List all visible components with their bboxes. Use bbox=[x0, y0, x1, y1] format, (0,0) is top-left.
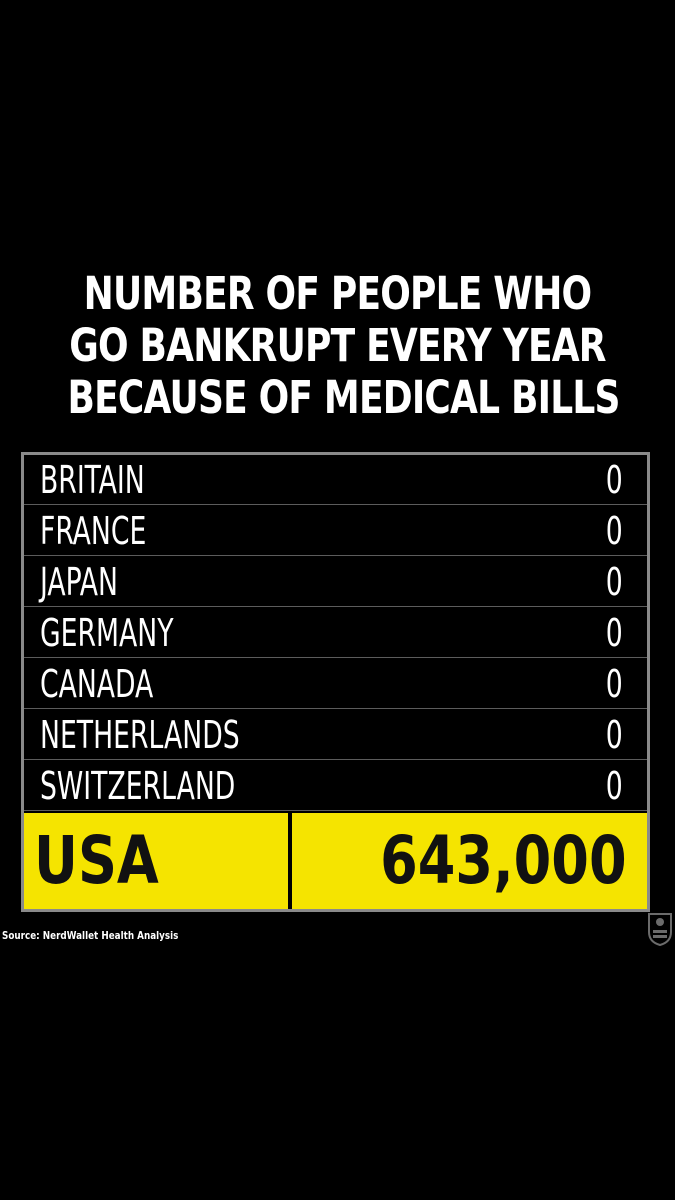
table-row: GERMANY 0 bbox=[24, 608, 647, 658]
source-note: Source: NerdWallet Health Analysis bbox=[2, 929, 179, 942]
value-label: 0 bbox=[606, 662, 623, 706]
table-row: JAPAN 0 bbox=[24, 557, 647, 607]
highlight-country-label: USA bbox=[34, 822, 159, 899]
bankruptcy-table: BRITAIN 0 FRANCE 0 JAPAN 0 GERMANY 0 CAN… bbox=[21, 452, 650, 912]
chart-title: NUMBER OF PEOPLE WHO GO BANKRUPT EVERY Y… bbox=[67, 267, 621, 425]
value-label: 0 bbox=[606, 458, 623, 502]
value-label: 0 bbox=[606, 509, 623, 553]
country-label: JAPAN bbox=[40, 560, 118, 604]
highlight-divider bbox=[288, 813, 292, 909]
title-line-3: BECAUSE OF MEDICAL BILLS bbox=[67, 371, 621, 425]
table-row: BRITAIN 0 bbox=[24, 455, 647, 505]
highlight-row: USA 643,000 bbox=[24, 813, 647, 909]
country-label: CANADA bbox=[40, 662, 154, 706]
country-label: BRITAIN bbox=[40, 458, 145, 502]
table-row: NETHERLANDS 0 bbox=[24, 710, 647, 760]
highlight-value-label: 643,000 bbox=[380, 822, 627, 899]
value-label: 0 bbox=[606, 560, 623, 604]
table-row: SWITZERLAND 0 bbox=[24, 761, 647, 811]
table-row: CANADA 0 bbox=[24, 659, 647, 709]
title-line-2: GO BANKRUPT EVERY YEAR bbox=[69, 319, 606, 373]
title-line-1: NUMBER OF PEOPLE WHO bbox=[83, 267, 592, 320]
seal-logo-icon bbox=[648, 913, 672, 946]
country-label: NETHERLANDS bbox=[40, 713, 240, 757]
value-label: 0 bbox=[606, 764, 623, 808]
country-label: SWITZERLAND bbox=[40, 764, 236, 808]
country-label: GERMANY bbox=[40, 611, 174, 655]
value-label: 0 bbox=[606, 611, 623, 655]
country-label: FRANCE bbox=[40, 509, 147, 553]
value-label: 0 bbox=[606, 713, 623, 757]
table-row: FRANCE 0 bbox=[24, 506, 647, 556]
